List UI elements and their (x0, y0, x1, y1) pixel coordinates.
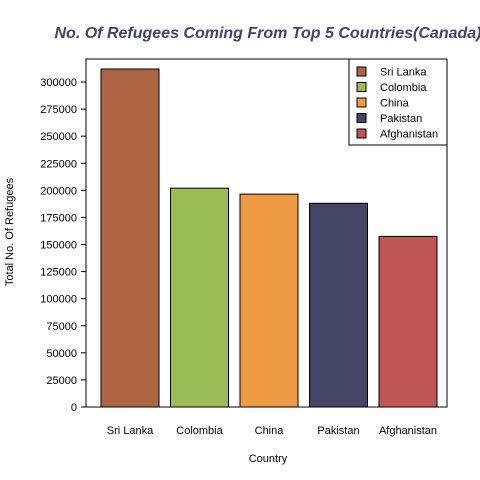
y-tick-label: 200000 (40, 185, 77, 197)
legend-entry: Pakistan (380, 113, 422, 125)
bar-pakistan (310, 203, 368, 407)
y-tick-label: 150000 (40, 240, 77, 252)
y-tick-label: 100000 (40, 294, 77, 306)
y-tick-label: 75000 (46, 321, 77, 333)
y-tick-label: 275000 (40, 104, 77, 116)
y-tick-label: 50000 (46, 348, 77, 360)
legend-swatch (357, 114, 366, 123)
y-axis-title: Total No. Of Refugees (4, 177, 16, 286)
legend-swatch (357, 98, 366, 107)
bar-sri-lanka (101, 69, 159, 407)
bar-colombia (171, 188, 229, 407)
y-tick-label: 175000 (40, 212, 77, 224)
legend-swatch (357, 83, 366, 92)
x-tick-label: Afghanistan (379, 425, 437, 437)
x-tick-label: Sri Lanka (107, 425, 154, 437)
x-tick-label: China (255, 425, 285, 437)
y-tick-label: 300000 (40, 77, 77, 89)
y-tick-label: 225000 (40, 158, 77, 170)
legend-swatch (357, 67, 366, 76)
x-tick-label: Colombia (176, 425, 223, 437)
bar-china (240, 194, 298, 407)
legend-swatch (357, 129, 366, 138)
legend-entry: China (380, 98, 410, 110)
legend-entry: Afghanistan (380, 129, 438, 141)
y-axis: 0 25000 50000 75000 100000 125000 150000 175000… (40, 77, 86, 414)
chart-title: No. Of Refugees Coming From Top 5 Countr… (55, 25, 480, 42)
x-axis: Sri Lanka Colombia China Pakistan Afghanista… (107, 425, 437, 437)
x-axis-title: Country (249, 453, 288, 465)
legend-entry: Colombia (380, 82, 427, 94)
y-tick-label: 25000 (46, 375, 77, 387)
y-tick-label: 250000 (40, 131, 77, 143)
legend-entry: Sri Lanka (380, 67, 427, 79)
y-tick-label: 125000 (40, 267, 77, 279)
legend: Sri Lanka Colombia China Pakistan Afghanista… (349, 59, 447, 145)
bar-afghanistan (379, 236, 437, 407)
x-tick-label: Pakistan (317, 425, 359, 437)
y-tick-label: 0 (71, 402, 77, 414)
